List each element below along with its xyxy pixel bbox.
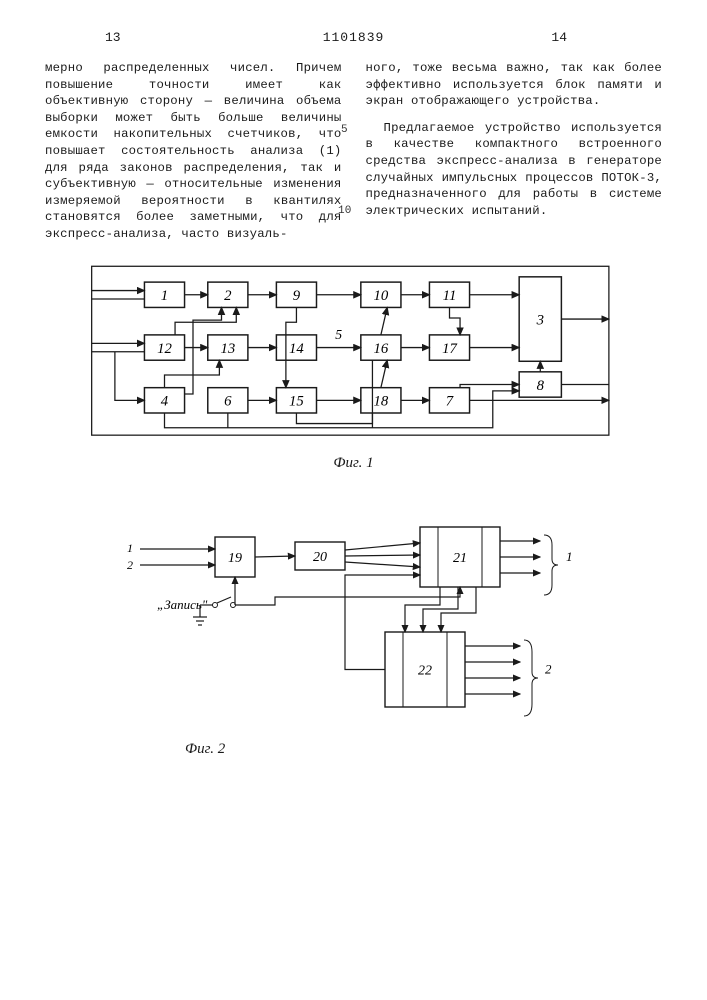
svg-text:9: 9 (293, 288, 301, 304)
figure-1: 129101112131416174615187385 Фиг. 1 (45, 261, 662, 472)
page: 13 1101839 14 мерно распределенных чисел… (0, 0, 707, 788)
figure-2: 1920212212„Запись"12 Фиг. 2 (45, 517, 662, 758)
svg-text:2: 2 (127, 558, 133, 572)
svg-text:5: 5 (335, 327, 342, 342)
svg-text:2: 2 (224, 288, 232, 304)
left-paragraph: мерно распределенных чисел. Причем повыш… (45, 60, 342, 243)
svg-text:18: 18 (374, 393, 389, 409)
svg-text:19: 19 (228, 551, 242, 566)
left-column: мерно распределенных чисел. Причем повыш… (45, 60, 342, 243)
svg-text:6: 6 (224, 393, 232, 409)
svg-text:4: 4 (161, 393, 169, 409)
svg-text:3: 3 (536, 312, 544, 328)
line-number-10: 10 (338, 204, 352, 219)
page-number-left: 13 (105, 30, 121, 45)
svg-text:12: 12 (157, 340, 172, 356)
figure-1-caption: Фиг. 1 (45, 455, 662, 472)
svg-text:11: 11 (443, 288, 457, 304)
figure-2-caption: Фиг. 2 (185, 741, 662, 758)
page-header: 13 1101839 14 (45, 30, 662, 50)
right-paragraph-1: ного, тоже весьма важно, так как более э… (366, 60, 663, 110)
figure-1-diagram: 129101112131416174615187385 (45, 261, 645, 451)
svg-text:22: 22 (418, 663, 432, 678)
svg-text:1: 1 (127, 541, 133, 555)
svg-text:1: 1 (161, 288, 168, 304)
line-number-5: 5 (341, 123, 348, 138)
svg-text:20: 20 (313, 550, 327, 565)
svg-text:7: 7 (446, 393, 454, 409)
document-number: 1101839 (323, 30, 385, 45)
svg-text:15: 15 (289, 393, 304, 409)
svg-text:13: 13 (220, 340, 235, 356)
right-paragraph-2: Предлагаемое устройство используется в к… (366, 120, 663, 220)
svg-text:14: 14 (289, 340, 304, 356)
svg-text:16: 16 (374, 340, 389, 356)
figure-2-diagram: 1920212212„Запись"12 (45, 517, 645, 737)
svg-text:10: 10 (374, 288, 389, 304)
svg-text:2: 2 (545, 661, 552, 676)
svg-text:8: 8 (537, 377, 545, 393)
page-number-right: 14 (551, 30, 567, 45)
svg-text:17: 17 (442, 340, 457, 356)
svg-text:21: 21 (453, 551, 467, 566)
text-columns: мерно распределенных чисел. Причем повыш… (45, 60, 662, 243)
svg-text:1: 1 (566, 549, 573, 564)
right-column: ного, тоже весьма важно, так как более э… (366, 60, 663, 243)
